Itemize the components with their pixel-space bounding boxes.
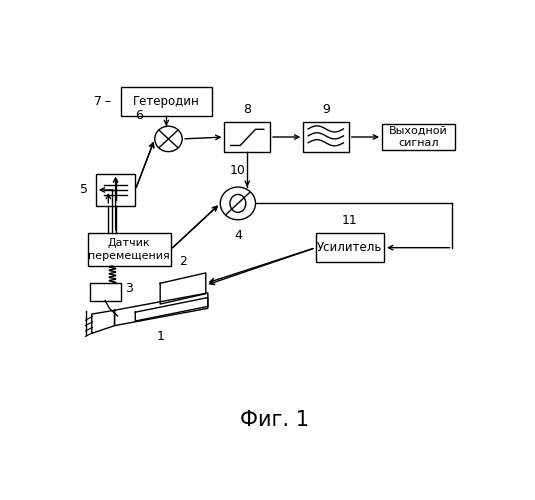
Text: 2: 2 — [179, 255, 187, 268]
Text: Датчик
перемещения: Датчик перемещения — [88, 238, 170, 261]
Bar — [88, 233, 171, 266]
Text: 3: 3 — [125, 282, 133, 294]
Text: 1: 1 — [156, 330, 164, 344]
Text: 10: 10 — [230, 164, 246, 177]
Text: 4: 4 — [234, 230, 242, 242]
Bar — [382, 124, 455, 150]
Text: Гетеродин: Гетеродин — [133, 95, 200, 108]
Bar — [121, 87, 212, 116]
Text: 8: 8 — [243, 103, 251, 116]
Text: –: – — [104, 95, 111, 108]
Text: 7: 7 — [94, 95, 102, 108]
Bar — [303, 122, 349, 152]
Bar — [90, 284, 121, 300]
Text: Усилитель: Усилитель — [317, 241, 383, 254]
Text: 11: 11 — [342, 214, 358, 228]
Bar — [96, 174, 135, 206]
Text: Фиг. 1: Фиг. 1 — [240, 410, 309, 430]
Bar — [316, 233, 384, 262]
Text: Выходной
сигнал: Выходной сигнал — [389, 126, 448, 148]
Text: 5: 5 — [80, 184, 88, 196]
Text: 6: 6 — [135, 108, 143, 122]
Bar — [225, 122, 270, 152]
Text: 9: 9 — [322, 103, 330, 116]
